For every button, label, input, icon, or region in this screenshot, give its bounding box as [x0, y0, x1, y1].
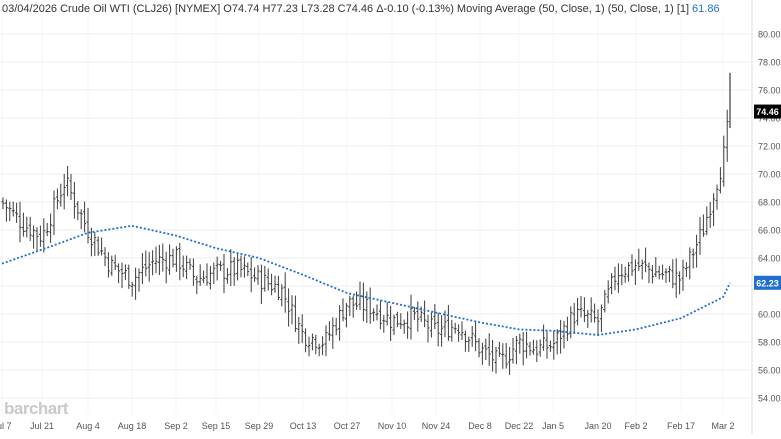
- y-tick-label: 56.00: [758, 366, 781, 376]
- x-tick-label: Feb 17: [667, 421, 695, 431]
- x-tick-label: Mar 2: [711, 421, 734, 431]
- barchart-logo: barchart: [4, 399, 69, 418]
- x-tick-label: Sep 15: [202, 421, 231, 431]
- y-tick-label: 72.00: [758, 142, 781, 152]
- y-tick-label: 70.00: [758, 170, 781, 180]
- y-tick-label: 68.00: [758, 198, 781, 208]
- x-tick-label: Nov 10: [378, 421, 407, 431]
- ohlc-summary: 03/04/2026 Crude Oil WTI (CLJ26) [NYMEX]…: [2, 3, 690, 15]
- x-tick-label: Aug 4: [76, 421, 100, 431]
- last-price-badge: 74.46: [756, 107, 779, 117]
- chart-header: 03/04/2026 Crude Oil WTI (CLJ26) [NYMEX]…: [2, 2, 720, 16]
- y-tick-label: 80.00: [758, 30, 781, 40]
- moving-average-value: 61.86: [692, 3, 720, 15]
- y-tick-label: 76.00: [758, 86, 781, 96]
- y-tick-label: 60.00: [758, 310, 781, 320]
- x-tick-label: Oct 13: [290, 421, 317, 431]
- x-tick-label: Jan 20: [584, 421, 611, 431]
- moving-average-line: [1, 224, 731, 336]
- x-tick-label: Jul 7: [0, 421, 12, 431]
- y-tick-label: 64.00: [758, 254, 781, 264]
- x-tick-label: Nov 24: [422, 421, 451, 431]
- x-tick-label: Jan 5: [542, 421, 564, 431]
- x-tick-label: Feb 2: [624, 421, 647, 431]
- x-tick-label: Jul 21: [30, 421, 54, 431]
- y-tick-label: 54.00: [758, 394, 781, 404]
- y-tick-label: 78.00: [758, 58, 781, 68]
- y-tick-label: 58.00: [758, 338, 781, 348]
- x-tick-label: Dec 22: [505, 421, 534, 431]
- last-price-badge-bg: [754, 104, 781, 119]
- x-tick-label: Oct 27: [334, 421, 361, 431]
- y-tick-label: 66.00: [758, 226, 781, 236]
- x-tick-label: Sep 29: [245, 421, 274, 431]
- x-tick-label: Dec 8: [468, 421, 492, 431]
- moving-average-badge-bg: [754, 275, 781, 290]
- x-tick-label: Aug 18: [118, 421, 147, 431]
- moving-average-badge: 62.23: [756, 278, 779, 288]
- x-tick-label: Sep 2: [164, 421, 188, 431]
